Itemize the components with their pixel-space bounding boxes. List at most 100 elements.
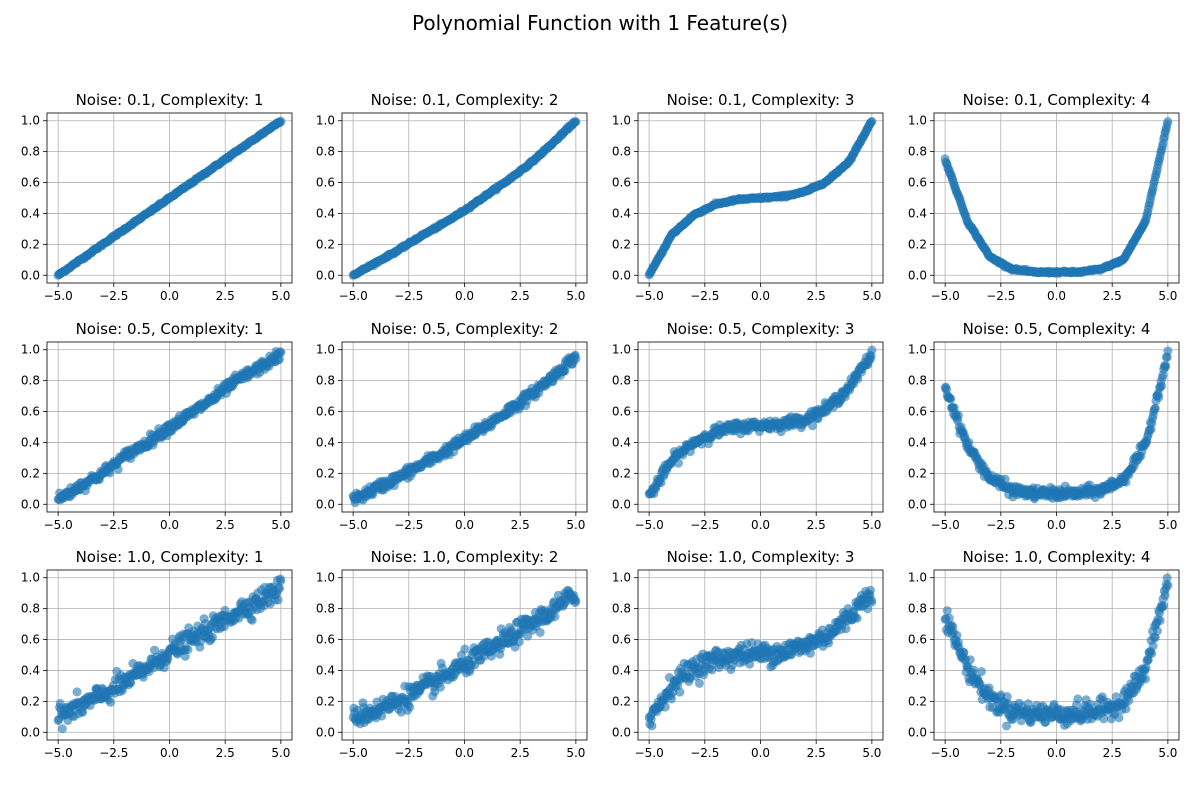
subplot-title: Noise: 0.1, Complexity: 1 — [76, 91, 264, 109]
y-tick-label: 1.0 — [908, 571, 927, 585]
x-tick-label: 5.0 — [862, 518, 881, 532]
y-tick-label: 0.0 — [612, 497, 631, 511]
scatter-point — [1157, 381, 1167, 391]
y-tick-label: 0.2 — [612, 694, 631, 708]
subplot-4: −5.0 −2.5 0.0 2.5 5.0 0.0 0.2 0.4 0.6 0.8 1.0 Noise… — [908, 91, 1180, 303]
subplot-6: −5.0 −2.5 0.0 2.5 5.0 0.0 0.2 0.4 0.6 0.8 1.0 Noise… — [316, 320, 588, 532]
scatter-point — [514, 637, 524, 647]
scatter-point — [1163, 581, 1173, 591]
y-tick-label: 0.2 — [908, 466, 927, 480]
x-tick-label: 5.0 — [1158, 746, 1177, 760]
y-tick-label: 0.0 — [612, 268, 631, 282]
y-tick-label: 0.8 — [21, 374, 40, 388]
y-tick-label: 0.4 — [612, 663, 631, 677]
x-tick-label: −2.5 — [394, 746, 423, 760]
x-tick-label: −2.5 — [394, 289, 423, 303]
scatter-point — [867, 345, 877, 355]
scatter-point — [276, 348, 286, 357]
y-tick-label: 0.4 — [612, 435, 631, 449]
x-tick-label: −2.5 — [394, 518, 423, 532]
subplot-title: Noise: 0.5, Complexity: 2 — [371, 320, 559, 338]
scatter-point — [1163, 117, 1173, 127]
scatter-point — [946, 394, 956, 404]
y-tick-label: 0.0 — [612, 725, 631, 739]
y-tick-label: 0.8 — [316, 374, 335, 388]
x-tick-label: −2.5 — [986, 289, 1015, 303]
scatter-point — [853, 374, 863, 384]
x-tick-label: 5.0 — [271, 746, 290, 760]
y-tick-label: 0.4 — [21, 435, 40, 449]
scatter-point — [460, 644, 470, 654]
subplot-11: −5.0 −2.5 0.0 2.5 5.0 0.0 0.2 0.4 0.6 0.8 1.0 Noise… — [612, 548, 884, 760]
scatter-point — [660, 702, 670, 712]
scatter-point — [673, 458, 683, 468]
y-tick-label: 0.4 — [316, 206, 335, 220]
x-tick-label: −2.5 — [690, 746, 719, 760]
x-tick-label: 0.0 — [1047, 518, 1066, 532]
x-tick-label: 0.0 — [751, 289, 770, 303]
scatter-point — [1150, 633, 1160, 643]
scatter-point — [969, 665, 979, 675]
scatter-point — [694, 678, 704, 688]
y-tick-label: 0.2 — [21, 466, 40, 480]
scatter-point — [805, 648, 815, 658]
scatter-point — [824, 638, 834, 648]
y-tick-label: 0.0 — [316, 497, 335, 511]
scatter-point — [57, 724, 67, 734]
x-tick-label: 0.0 — [455, 746, 474, 760]
subplot-title: Noise: 0.1, Complexity: 4 — [963, 91, 1151, 109]
y-tick-label: 0.4 — [908, 435, 927, 449]
subplot-5: −5.0 −2.5 0.0 2.5 5.0 0.0 0.2 0.4 0.6 0.8 1.0 Noise… — [21, 320, 293, 532]
y-tick-label: 1.0 — [316, 571, 335, 585]
x-tick-label: 2.5 — [1103, 518, 1122, 532]
y-tick-label: 0.6 — [21, 633, 40, 647]
scatter-point — [276, 576, 286, 586]
x-tick-label: 0.0 — [751, 518, 770, 532]
y-tick-label: 0.4 — [316, 435, 335, 449]
x-tick-label: −5.0 — [931, 289, 960, 303]
x-tick-label: 5.0 — [566, 289, 585, 303]
y-tick-label: 0.8 — [908, 602, 927, 616]
scatter-points — [644, 345, 877, 499]
y-tick-label: 0.8 — [316, 602, 335, 616]
scatter-point — [1148, 641, 1158, 651]
x-tick-label: 2.5 — [1103, 746, 1122, 760]
x-tick-label: −5.0 — [339, 746, 368, 760]
y-tick-label: 0.2 — [316, 466, 335, 480]
scatter-point — [647, 721, 657, 731]
scatter-point — [207, 632, 217, 642]
scatter-point — [1155, 616, 1165, 626]
scatter-point — [72, 687, 82, 697]
subplot-3: −5.0 −2.5 0.0 2.5 5.0 0.0 0.2 0.4 0.6 0.8 1.0 Noise… — [612, 91, 884, 303]
scatter-points — [348, 117, 581, 280]
subplot-title: Noise: 1.0, Complexity: 2 — [371, 548, 559, 566]
y-tick-label: 1.0 — [612, 343, 631, 357]
scatter-point — [113, 464, 123, 474]
scatter-point — [1150, 403, 1160, 413]
scatter-point — [942, 606, 952, 616]
x-tick-label: 0.0 — [1047, 289, 1066, 303]
y-tick-label: 0.6 — [21, 405, 40, 419]
x-tick-label: 2.5 — [807, 289, 826, 303]
y-tick-label: 1.0 — [21, 114, 40, 128]
scatter-point — [841, 624, 851, 634]
scatter-point — [571, 117, 581, 127]
y-tick-label: 0.0 — [908, 725, 927, 739]
scatter-point — [666, 694, 676, 704]
y-tick-label: 0.6 — [612, 176, 631, 190]
scatter-point — [1141, 674, 1151, 684]
x-tick-label: 5.0 — [566, 518, 585, 532]
subplot-12: −5.0 −2.5 0.0 2.5 5.0 0.0 0.2 0.4 0.6 0.8 1.0 Noise… — [908, 548, 1180, 760]
scatter-point — [106, 697, 115, 707]
scatter-point — [1114, 713, 1124, 723]
scatter-point — [1147, 648, 1157, 658]
x-tick-label: −5.0 — [635, 289, 664, 303]
x-tick-label: 2.5 — [511, 289, 530, 303]
y-tick-label: 0.4 — [612, 206, 631, 220]
x-tick-label: 5.0 — [1158, 289, 1177, 303]
y-tick-label: 0.6 — [21, 176, 40, 190]
scatter-point — [550, 612, 560, 622]
y-tick-label: 0.2 — [316, 694, 335, 708]
scatter-point — [247, 615, 257, 625]
y-tick-label: 0.0 — [316, 268, 335, 282]
